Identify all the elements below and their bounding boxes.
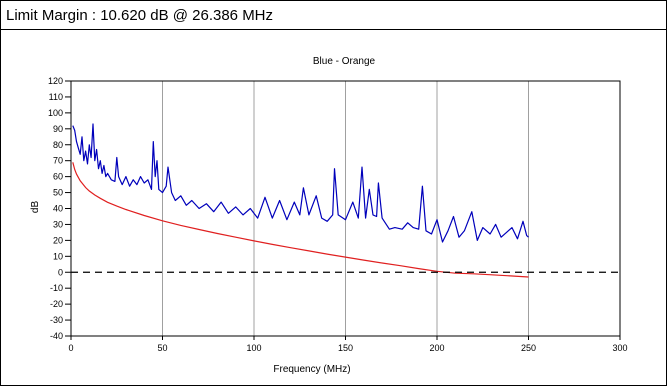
grid bbox=[162, 81, 529, 336]
limit-margin-bar: Limit Margin : 10.620 dB @ 26.386 MHz bbox=[1, 1, 666, 30]
x-axis-label: Frequency (MHz) bbox=[273, 364, 350, 375]
y-tick-label: 100 bbox=[48, 108, 63, 118]
y-tick-label: 10 bbox=[53, 251, 63, 261]
y-tick-label: 40 bbox=[53, 204, 63, 214]
y-tick-label: -40 bbox=[50, 331, 63, 341]
x-tick-label: 50 bbox=[157, 343, 167, 353]
axes: 0 50 100 150 200 250 300 -40 -30 -20 -10 0 10 20 30 40 5… bbox=[48, 76, 628, 353]
x-tick-label: 300 bbox=[612, 343, 627, 353]
y-tick-label: 70 bbox=[53, 156, 63, 166]
y-tick-label: -10 bbox=[50, 283, 63, 293]
y-tick-label: 90 bbox=[53, 124, 63, 134]
y-tick-label: 80 bbox=[53, 140, 63, 150]
chart-title: Blue - Orange bbox=[313, 56, 376, 67]
y-tick-label: 60 bbox=[53, 172, 63, 182]
y-tick-label: 110 bbox=[49, 92, 63, 102]
y-axis-label: dB bbox=[30, 201, 41, 214]
measured-series-line bbox=[72, 123, 529, 243]
limit-margin-text: Limit Margin : 10.620 dB @ 26.386 MHz bbox=[6, 7, 274, 24]
y-tick-label: -20 bbox=[50, 299, 63, 309]
y-tick-label: 30 bbox=[53, 219, 63, 229]
x-tick-label: 0 bbox=[68, 343, 73, 353]
y-tick-label: -30 bbox=[50, 315, 63, 325]
x-tick-label: 200 bbox=[429, 343, 444, 353]
frequency-response-chart: Blue - Orange 0 50 100 150 200 250 300-40-30-2… bbox=[30, 56, 628, 375]
y-tick-label: 20 bbox=[53, 235, 63, 245]
y-tick-label: 0 bbox=[58, 267, 63, 277]
x-tick-label: 150 bbox=[338, 343, 353, 353]
x-tick-label: 100 bbox=[246, 343, 261, 353]
limit-series-line bbox=[72, 162, 529, 278]
series-group bbox=[71, 123, 620, 278]
y-tick-label: 120 bbox=[48, 76, 63, 86]
y-tick-label: 50 bbox=[53, 188, 63, 198]
x-tick-label: 250 bbox=[521, 343, 536, 353]
